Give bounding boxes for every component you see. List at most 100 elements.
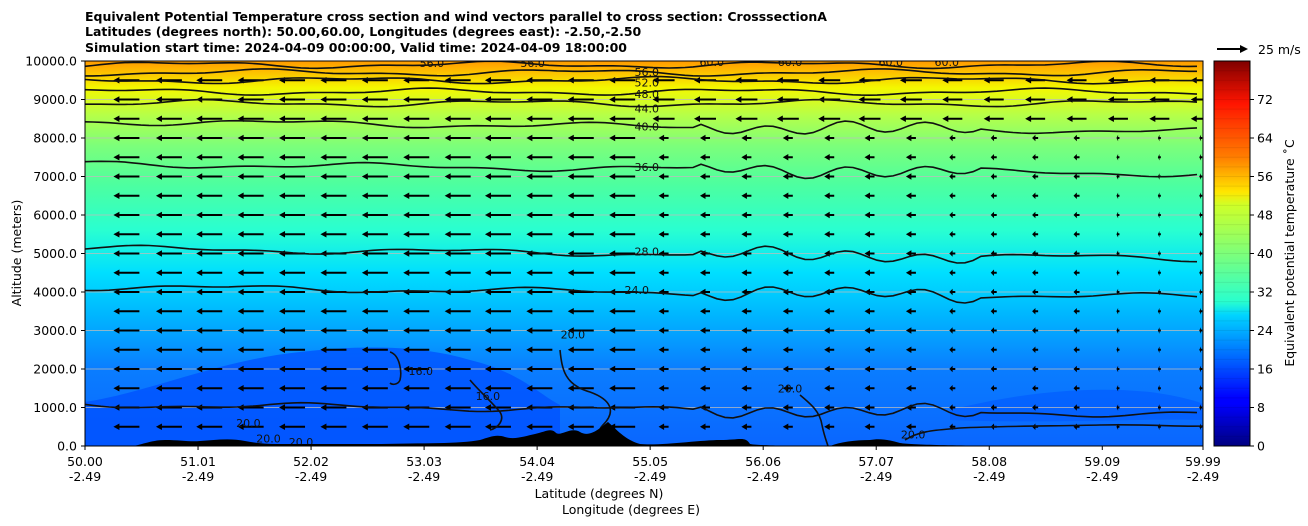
wind-vector-head [905,346,912,353]
wind-vector-head [1199,327,1201,334]
wind-vector-head [567,308,574,315]
wind-vector-head [905,211,912,219]
wind-vector-head [990,385,995,392]
wind-vector-head [237,423,244,430]
wind-vector-head [1116,154,1119,161]
contour-label: 20.0 [289,436,314,449]
wind-vector-head [526,288,533,296]
wind-vector-head [444,134,451,142]
wind-vector-head [113,134,120,142]
x-tick-label-lon: -2.49 [634,469,666,484]
contour-label: 20.0 [561,328,586,341]
wind-vector-head [741,192,747,199]
wind-vector-head [155,250,162,257]
colorbar-tick-label: 56 [1257,169,1273,184]
wind-vector-head [864,269,871,276]
wind-vector-head [658,308,665,315]
wind-vector-head [155,269,162,276]
y-tick-label: 10000.0 [25,54,77,69]
wind-vector-head [279,231,286,238]
x-tick-label-lon: -2.49 [1086,469,1118,484]
wind-vector-head [824,173,830,180]
wind-vector-head [905,173,912,180]
wind-vector-head [444,250,451,257]
wind-vector-head [484,211,491,219]
wind-vector-head [113,250,120,257]
wind-vector-head [741,385,747,392]
wind-vector-head [526,231,533,238]
contour-label: 40.0 [635,120,660,133]
contour-line [85,285,1198,304]
wind-vector-head [609,365,616,373]
x-tick-label-lat: 56.06 [745,454,781,469]
contour-label: 60.0 [879,56,904,69]
x-tick-label-lon: -2.49 [1187,469,1219,484]
wind-vector-head [699,346,706,353]
wind-vector-head [484,250,491,257]
wind-vector-head [782,308,789,315]
wind-vector-head [444,423,451,430]
wind-vector-head [567,327,574,334]
wind-vector-head [155,115,162,122]
wind-vector-head [990,154,995,161]
wind-vector-head [699,231,706,238]
wind-vector-head [949,231,953,238]
contour-line [85,401,1198,419]
wind-vector-head [658,173,665,180]
wind-vector-head [403,96,410,103]
wind-vector-head [699,173,706,180]
wind-vector-head [237,365,244,373]
wind-vector-head [113,365,120,373]
wind-vector-head [526,385,533,392]
wind-vector-head [1025,115,1032,122]
wind-vector-head [113,269,120,276]
wind-vector-head [864,211,871,219]
wind-vector-head [741,154,747,161]
wind-vector-head [237,211,244,219]
wind-vector-head [444,269,451,276]
colorbar-tick-label: 8 [1257,400,1265,415]
wind-vector-head [1157,154,1160,161]
wind-vector-head [1073,308,1077,315]
wind-vector-head [403,346,410,353]
wind-vector-head [782,423,789,430]
wind-vector-head [782,173,789,180]
wind-vector-head [237,173,244,180]
wind-vector-head [609,154,616,161]
wind-vector-head [113,211,120,219]
wind-vector-head [1073,404,1077,411]
wind-vector-head [864,134,871,142]
wind-vector-head [279,308,286,315]
wind-vector-head [658,231,665,238]
wind-vector-head [403,308,410,315]
colorbar-ticks: 0 8 16 24 32 40 48 56 64 72 [1250,92,1273,454]
contour-line-local [904,424,1203,441]
contour-label: 20.0 [901,428,926,441]
x-tick-label-lon: -2.49 [69,469,101,484]
wind-vector-head [990,327,995,334]
wind-vector-head [484,231,491,238]
wind-vector-head [237,269,244,276]
wind-vector-head [444,211,451,219]
wind-vector-head [113,115,120,122]
terrain [85,422,1203,446]
wind-vector-head [1149,115,1156,122]
wind-vector-head [782,269,789,276]
colorbar-tick-label: 24 [1257,323,1273,338]
colorbar-tick-label: 16 [1257,362,1273,377]
wind-vector-head [361,269,368,276]
wind-vector-head [196,385,203,392]
wind-vector-head [361,231,368,238]
wind-vector-head [782,385,789,392]
wind-vector-head [1157,327,1160,334]
wind-vector-head [949,404,953,411]
wind-vector-head [864,173,871,180]
wind-vector-head [320,134,327,142]
wind-vector-head [990,404,995,411]
wind-vector-head [361,385,368,392]
y-tick-label: 6000.0 [33,208,77,223]
wind-vector-head [693,115,700,122]
wind-vector-head [609,308,616,315]
wind-vector-head [824,192,830,199]
